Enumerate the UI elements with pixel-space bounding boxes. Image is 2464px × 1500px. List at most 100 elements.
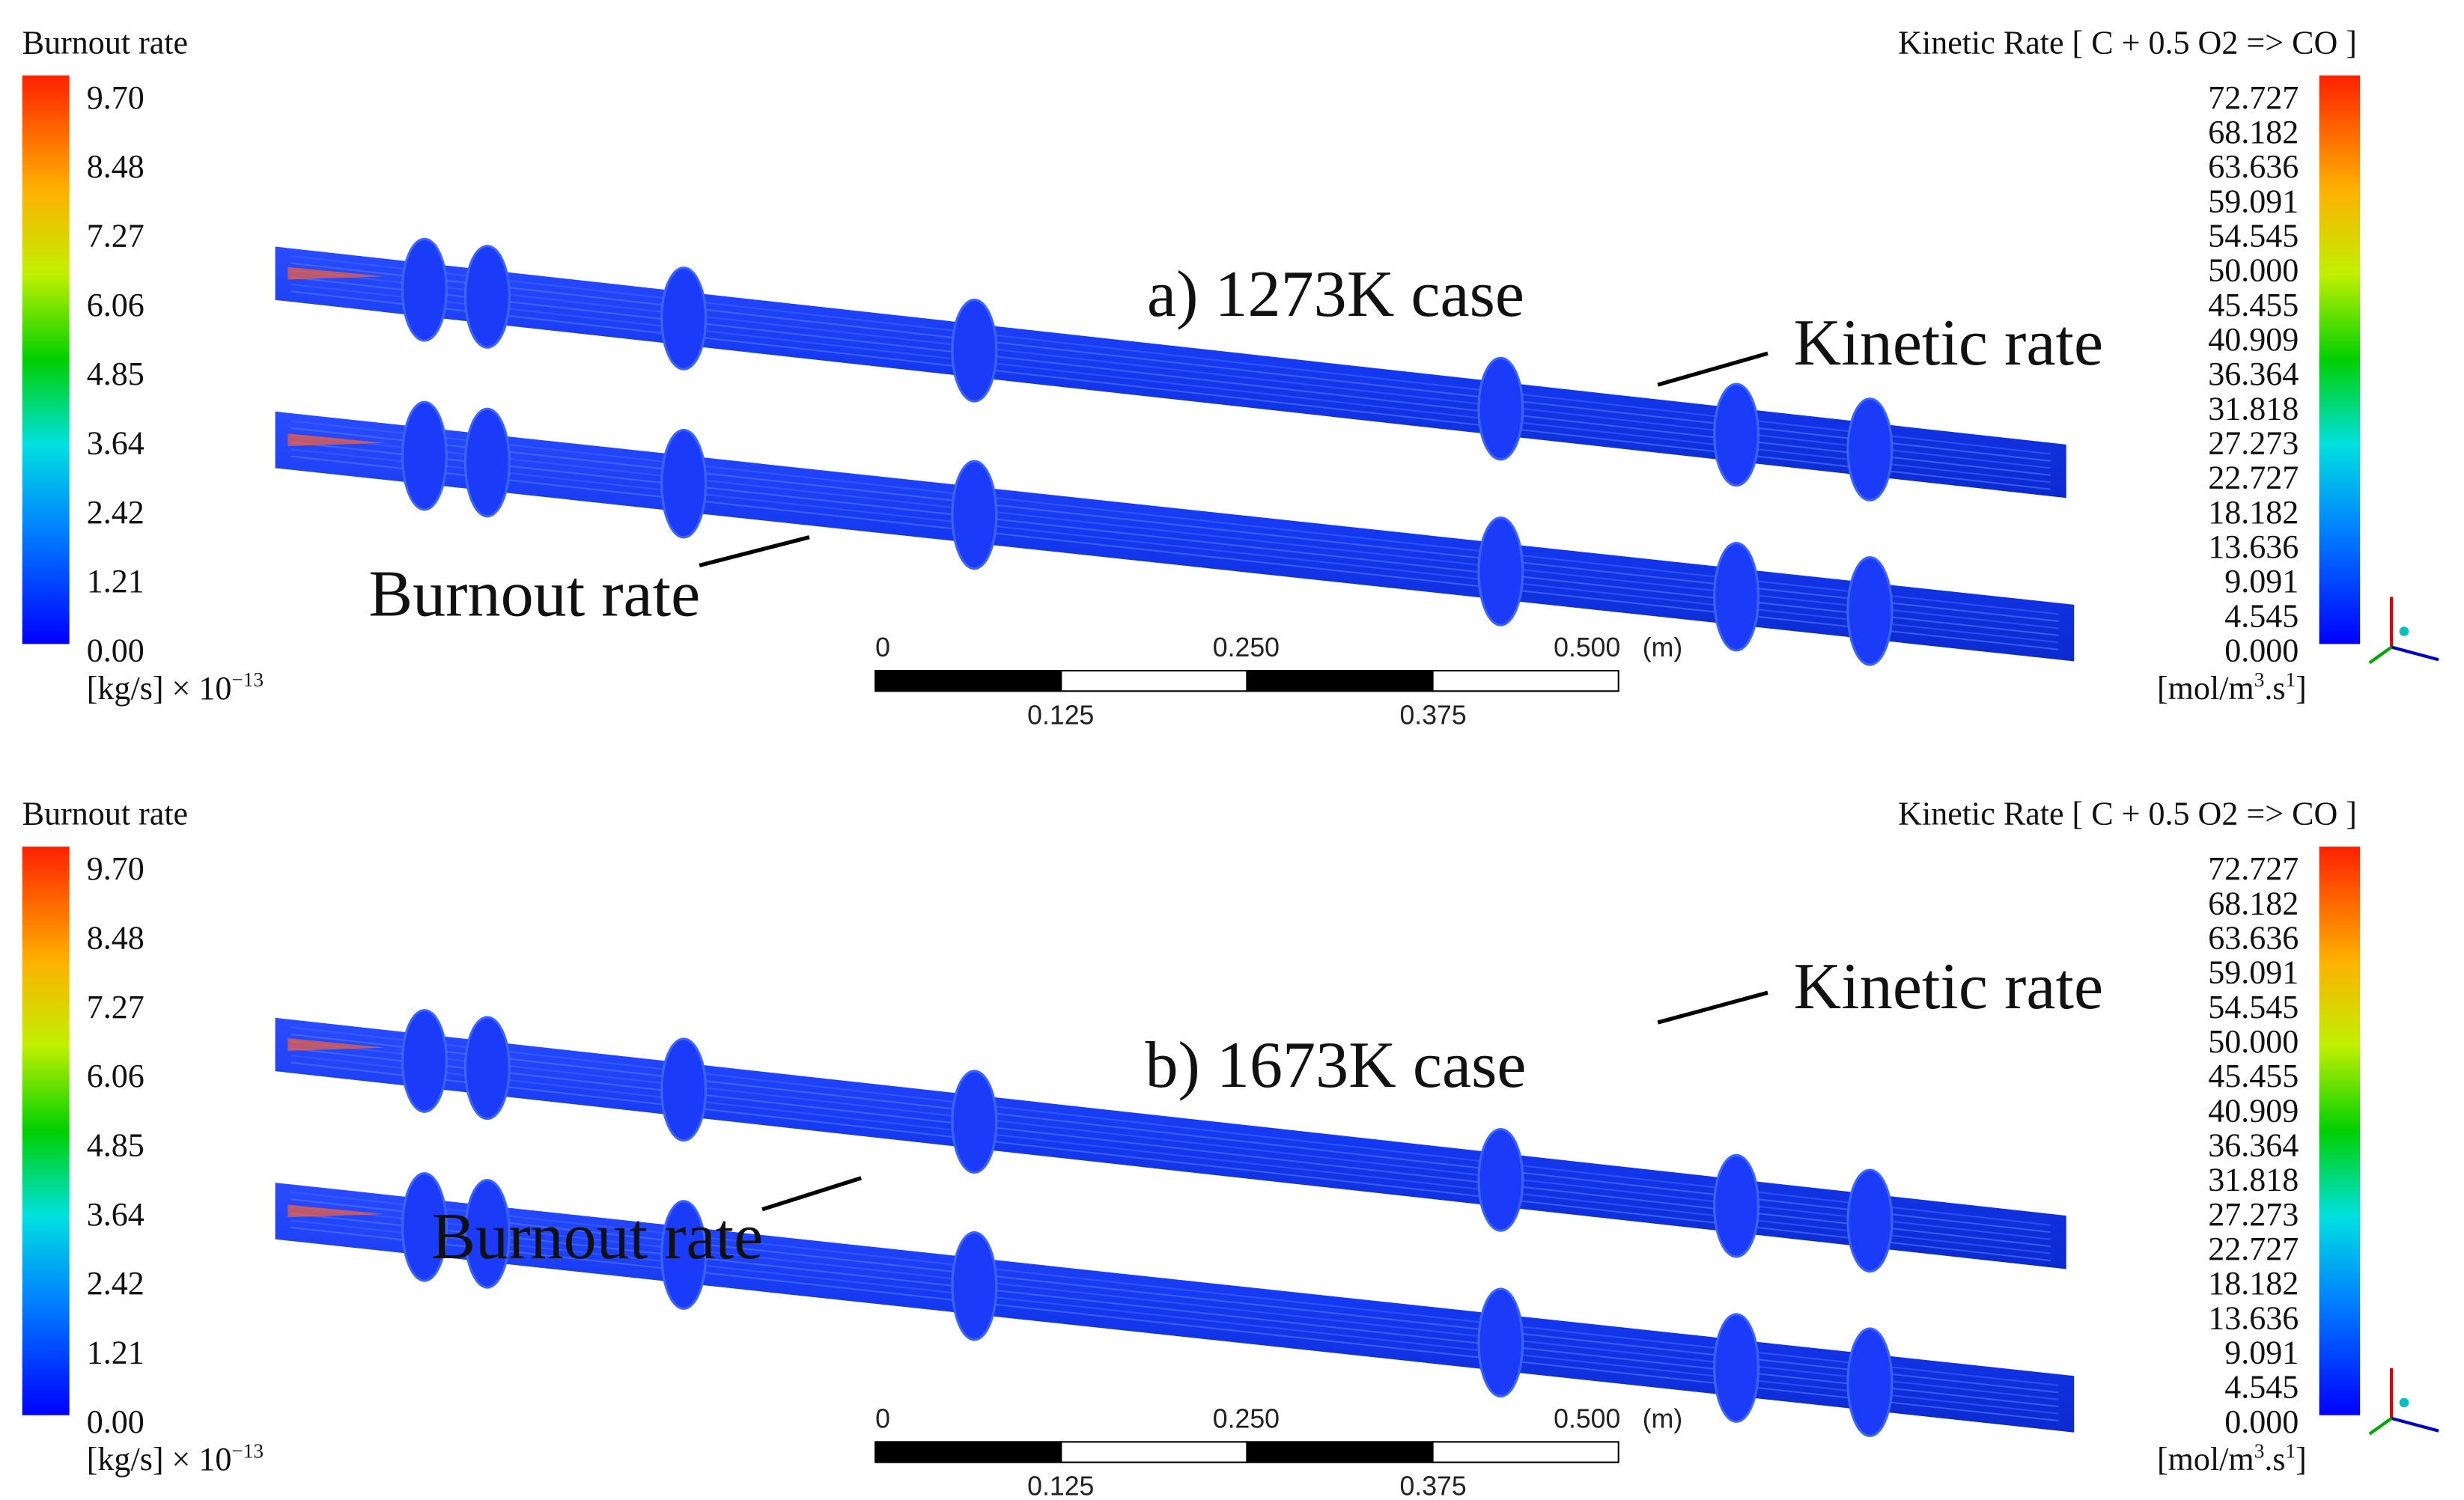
tick-label: 54.545 (2208, 989, 2299, 1025)
reactor-tube (275, 1183, 2075, 1433)
tick-label: 3.64 (87, 1196, 145, 1233)
flange (1477, 1128, 1524, 1232)
flow-streak (290, 455, 2059, 650)
flange (401, 400, 448, 511)
legend-unit: [mol/m3.s1] (2157, 668, 2307, 707)
unit-part: .s (2264, 1441, 2285, 1478)
tick-label: 18.182 (2208, 1265, 2299, 1302)
tick-label: 7.27 (87, 989, 145, 1025)
flange (1846, 556, 1893, 666)
tick-label: 68.182 (2208, 885, 2299, 921)
scale-label: 0.125 (1027, 1472, 1094, 1500)
inlet-hot-zone (288, 433, 386, 446)
tick-label: 1.21 (87, 563, 145, 600)
unit-part: 1 (2286, 668, 2296, 691)
triad-origin (2399, 1397, 2409, 1408)
tick-label: 13.636 (2208, 1299, 2299, 1336)
tick-label: 27.273 (2208, 424, 2299, 461)
flange (401, 1009, 448, 1113)
unit-part: .s (2264, 670, 2285, 707)
tick-label: 31.818 (2208, 390, 2299, 427)
flange (463, 245, 511, 349)
flow-streak (290, 1219, 2059, 1415)
unit-part: [kg/s] × 10 (87, 1441, 232, 1478)
color-bar (2319, 847, 2361, 1415)
tick-label: 59.091 (2208, 183, 2299, 219)
unit-part: 3 (2254, 668, 2265, 691)
flow-streak (290, 441, 2059, 636)
scale-segment (874, 669, 1062, 692)
flange (1477, 1287, 1524, 1398)
scale-label: 0.375 (1399, 1472, 1466, 1500)
tick-label: 9.70 (87, 79, 145, 116)
tick-label: 0.00 (87, 1403, 145, 1440)
inlet-hot-zone (288, 1038, 386, 1051)
flange (951, 1070, 998, 1174)
tick-label: 9.091 (2224, 1334, 2299, 1371)
scale-label: 0 (875, 1403, 890, 1433)
flow-streak (290, 420, 2059, 615)
unit-part: 3 (2254, 1439, 2265, 1462)
color-bar (22, 75, 70, 644)
flow-streak (290, 1198, 2059, 1394)
tick-label: 3.64 (87, 424, 145, 461)
tick-label: 7.27 (87, 217, 145, 254)
tick-label: 40.909 (2208, 1092, 2299, 1129)
flange (463, 407, 511, 518)
panel: Burnout rate 9.70 8.48 7.27 6.06 4.85 3.64 2.42… (22, 24, 2439, 730)
tick-label: 31.818 (2208, 1162, 2299, 1198)
flow-streak (290, 1212, 2059, 1408)
scale-label: 0.500 (1554, 1403, 1620, 1433)
flange (951, 460, 998, 570)
tick-label: 45.455 (2208, 1058, 2299, 1094)
tick-label: 13.636 (2208, 528, 2299, 565)
legend-title: Kinetic Rate [ C + 0.5 O2 => CO ] (1898, 796, 2357, 832)
legend-unit: [kg/s] × 10−13 (87, 668, 264, 707)
flow-streak (290, 427, 2059, 622)
tick-label: 72.727 (2208, 850, 2299, 887)
tick-label: 0.000 (2224, 1403, 2299, 1440)
tick-label: 2.42 (87, 494, 145, 531)
flange (1713, 541, 1760, 652)
inlet-hot-zone (288, 266, 386, 280)
unit-part: ] (2296, 1441, 2307, 1478)
unit-part: ] (2296, 670, 2307, 707)
legend-title: Burnout rate (22, 24, 188, 61)
flange (660, 1200, 708, 1310)
tick-label: 2.42 (87, 1265, 145, 1302)
unit-part: −13 (231, 1439, 264, 1462)
legend-title: Burnout rate (22, 796, 188, 832)
scale-label: 0.125 (1027, 700, 1094, 730)
case-label: a) 1273K case (1147, 257, 1524, 331)
legend-title: Kinetic Rate [ C + 0.5 O2 => CO ] (1898, 24, 2357, 61)
triad-origin (2399, 626, 2409, 636)
tick-label: 9.091 (2224, 563, 2299, 600)
tick-label: 1.21 (87, 1334, 145, 1371)
annotation: Kinetic rate (1794, 306, 2103, 379)
tick-label: 22.727 (2208, 460, 2299, 496)
panel: Burnout rate 9.70 8.48 7.27 6.06 4.85 3.64 2.42… (22, 796, 2439, 1500)
triad-axis (2368, 645, 2393, 665)
flange (951, 298, 998, 403)
tick-label: 8.48 (87, 919, 145, 956)
flange (463, 1178, 511, 1289)
tick-label: 4.545 (2224, 597, 2299, 634)
scale-segment (1432, 1441, 1619, 1463)
tick-label: 4.85 (87, 1126, 145, 1163)
case-label: b) 1673K case (1145, 1028, 1526, 1102)
scale-label: 0 (875, 632, 890, 662)
color-bar (2319, 75, 2361, 644)
flange (1477, 356, 1524, 461)
inlet-hot-zone (288, 1204, 386, 1218)
flow-streak (290, 1226, 2059, 1422)
flow-streak (290, 1205, 2059, 1400)
annotation: Burnout rate (368, 558, 700, 631)
triad-axis (2368, 1417, 2393, 1436)
scale-label: 0.250 (1213, 1403, 1280, 1433)
flange (660, 1037, 708, 1142)
tick-label: 50.000 (2208, 252, 2299, 289)
legend-unit: [kg/s] × 10−13 (87, 1439, 264, 1478)
tick-label: 63.636 (2208, 919, 2299, 956)
tick-label: 6.06 (87, 1058, 145, 1094)
reactor-tube (275, 246, 2066, 499)
